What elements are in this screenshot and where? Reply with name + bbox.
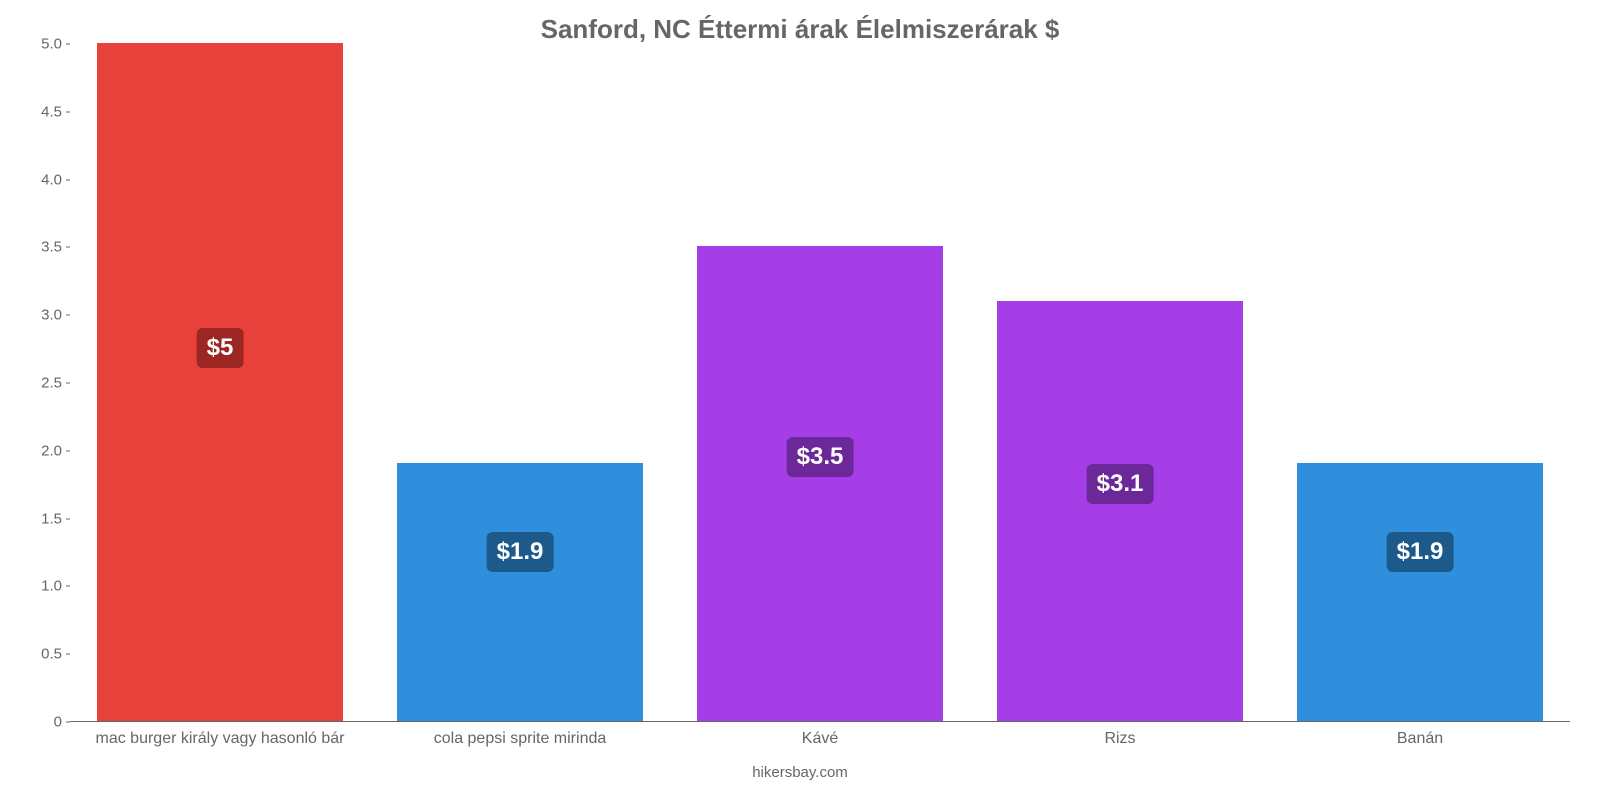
y-tick-mark (66, 44, 70, 45)
y-tick-mark (66, 111, 70, 112)
x-category-label: mac burger király vagy hasonló bár (95, 730, 344, 748)
chart-credit: hikersbay.com (0, 764, 1600, 781)
bar-value-label: $1.9 (1387, 532, 1454, 572)
y-tick-label: 0 (2, 714, 62, 731)
x-category-label: Banán (1397, 730, 1443, 748)
bar-value-label: $1.9 (487, 532, 554, 572)
y-tick-mark (66, 586, 70, 587)
y-tick-label: 3.5 (2, 239, 62, 256)
y-tick-label: 2.0 (2, 442, 62, 459)
price-bar-chart: Sanford, NC Éttermi árak Élelmiszerárak … (0, 0, 1600, 800)
y-tick-label: 4.5 (2, 103, 62, 120)
bar (97, 43, 343, 721)
y-tick-label: 2.5 (2, 375, 62, 392)
x-category-label: Kávé (802, 730, 838, 748)
bar (1297, 463, 1543, 721)
y-tick-mark (66, 518, 70, 519)
bar-value-label: $3.1 (1087, 464, 1154, 504)
x-category-label: cola pepsi sprite mirinda (434, 730, 607, 748)
x-category-label: Rizs (1104, 730, 1135, 748)
y-tick-label: 1.5 (2, 510, 62, 527)
y-tick-mark (66, 383, 70, 384)
y-tick-mark (66, 315, 70, 316)
y-tick-label: 3.0 (2, 307, 62, 324)
y-tick-mark (66, 179, 70, 180)
y-tick-label: 5.0 (2, 36, 62, 53)
bar (997, 301, 1243, 721)
y-tick-mark (66, 654, 70, 655)
y-tick-mark (66, 247, 70, 248)
plot-area: $5 $1.9 $3.5 $3.1 $1.9 (70, 44, 1570, 722)
chart-title: Sanford, NC Éttermi árak Élelmiszerárak … (0, 14, 1600, 45)
bar (697, 246, 943, 721)
y-tick-mark (66, 450, 70, 451)
y-tick-label: 4.0 (2, 171, 62, 188)
y-tick-label: 0.5 (2, 646, 62, 663)
bar-value-label: $5 (197, 328, 244, 368)
y-tick-mark (66, 722, 70, 723)
bar-value-label: $3.5 (787, 437, 854, 477)
bar (397, 463, 643, 721)
y-tick-label: 1.0 (2, 578, 62, 595)
